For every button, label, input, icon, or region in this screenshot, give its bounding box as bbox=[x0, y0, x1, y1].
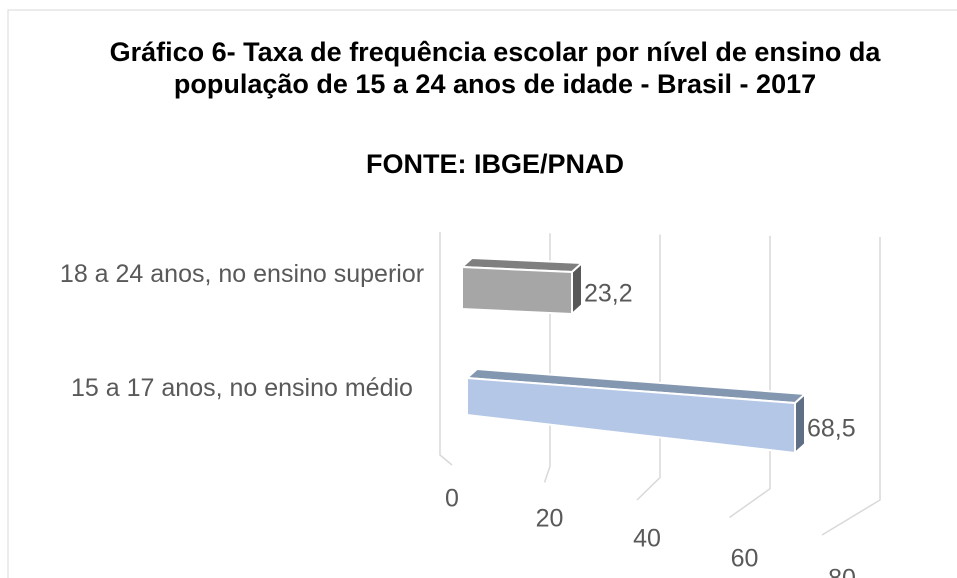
category-label: 15 a 17 anos, no ensino médio bbox=[71, 374, 413, 402]
x-tick-label: 40 bbox=[633, 525, 661, 553]
bar-front bbox=[461, 265, 573, 316]
grid-line bbox=[821, 237, 881, 536]
x-tick-label: 60 bbox=[731, 545, 759, 573]
chart-subtitle: FONTE: IBGE/PNAD bbox=[365, 149, 624, 179]
bar-side bbox=[571, 260, 583, 317]
bar-side bbox=[794, 391, 806, 456]
x-tick-label: 20 bbox=[536, 505, 564, 533]
chart-title: Gráfico 6- Taxa de frequência escolar po… bbox=[109, 37, 881, 99]
frame bbox=[7, 9, 957, 578]
bar-front bbox=[466, 376, 796, 455]
bar bbox=[459, 256, 585, 317]
grid-line bbox=[636, 234, 661, 501]
x-tick-label: 0 bbox=[445, 485, 459, 513]
grid-line bbox=[729, 235, 771, 519]
x-tick-label: 80 bbox=[828, 565, 856, 578]
data-label: 68,5 bbox=[807, 415, 856, 443]
grid-line bbox=[439, 232, 453, 466]
data-label: 23,2 bbox=[584, 280, 633, 308]
category-label: 18 a 24 anos, no ensino superior bbox=[59, 260, 425, 288]
bar bbox=[464, 367, 808, 456]
